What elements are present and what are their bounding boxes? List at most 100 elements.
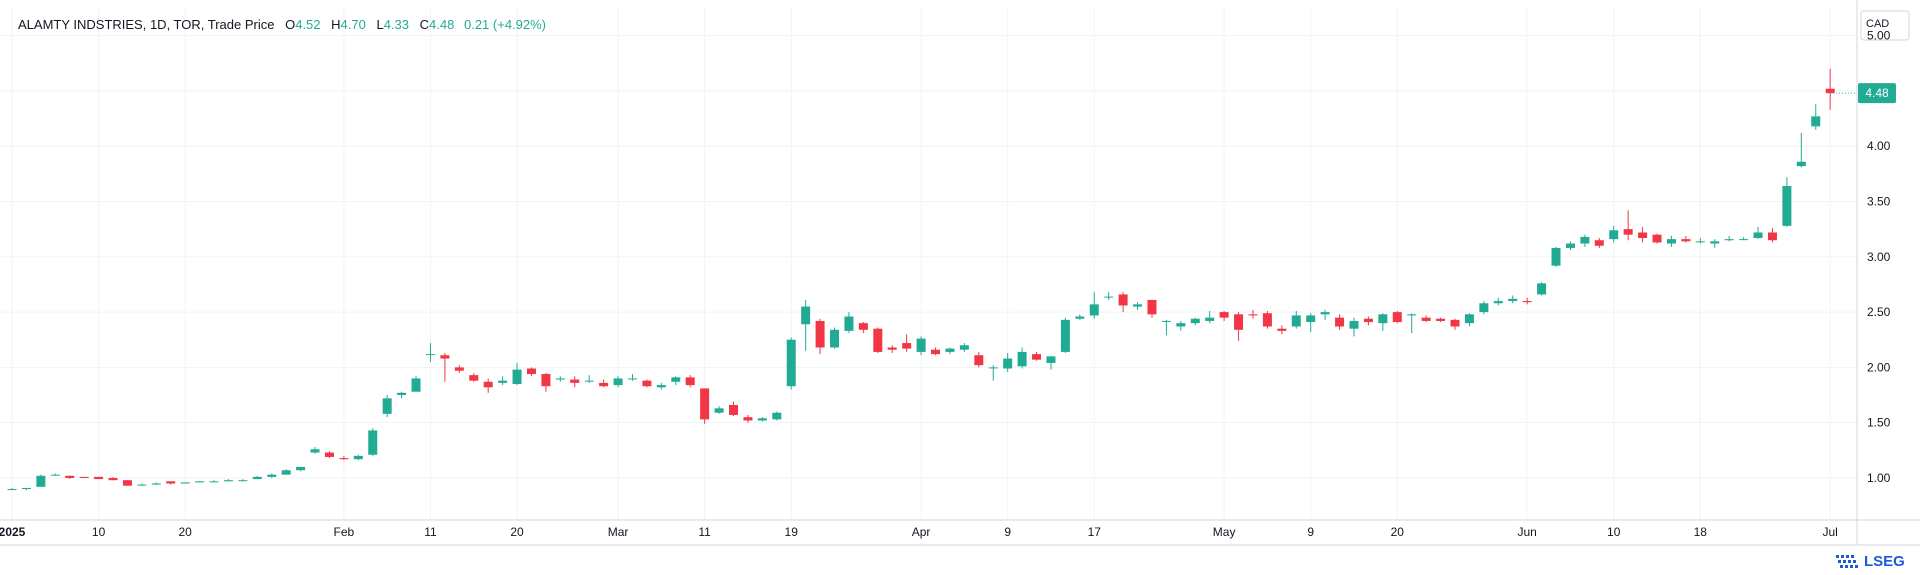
candle-body: [1710, 241, 1720, 244]
candle: [1089, 292, 1099, 319]
y-tick-label: 3.50: [1867, 195, 1891, 209]
candle: [1075, 314, 1085, 320]
candle-body: [815, 320, 825, 348]
candle-body: [137, 484, 147, 486]
candle: [526, 367, 536, 377]
candle: [1666, 235, 1676, 247]
candle: [945, 347, 955, 355]
candle-body: [700, 388, 710, 420]
candle: [1060, 317, 1070, 354]
candle-body: [627, 378, 637, 380]
candle-body: [1825, 88, 1835, 94]
candle: [887, 345, 897, 354]
candle: [743, 414, 753, 423]
candle: [1695, 238, 1705, 244]
candle-body: [1580, 236, 1590, 244]
candle-body: [209, 481, 219, 483]
x-tick-label: Jul: [1823, 525, 1838, 539]
candle: [21, 487, 31, 491]
candle-body: [440, 355, 450, 359]
candle: [916, 336, 926, 356]
candle-body: [425, 354, 435, 356]
y-tick-label: 2.00: [1867, 360, 1891, 374]
x-tick-label: Mar: [608, 525, 629, 539]
candle-body: [1695, 241, 1705, 243]
candle: [324, 451, 334, 459]
candle-body: [916, 338, 926, 352]
candle-body: [1811, 116, 1821, 127]
candle: [180, 482, 190, 484]
candle-body: [1118, 294, 1128, 306]
candle: [310, 447, 320, 454]
candle-body: [195, 481, 205, 483]
candle-series: [7, 68, 1835, 491]
candle-body: [1436, 318, 1446, 321]
candle-body: [108, 477, 118, 481]
candle-body: [1089, 304, 1099, 316]
candle-body: [1262, 313, 1272, 327]
candle: [988, 365, 998, 381]
candle: [1796, 132, 1806, 168]
brand-text: LSEG: [1864, 553, 1905, 570]
close-label: C: [419, 17, 430, 32]
candle: [195, 481, 205, 483]
x-tick-label: 2025: [0, 525, 26, 539]
candle-body: [541, 374, 551, 387]
candle: [1262, 310, 1272, 329]
candle-body: [1291, 315, 1301, 327]
x-tick-label: 10: [92, 525, 106, 539]
candle: [858, 322, 868, 334]
candle: [1320, 309, 1330, 320]
candle: [296, 466, 306, 472]
candle: [1205, 310, 1215, 324]
candle: [238, 479, 248, 482]
currency-label[interactable]: CAD: [1866, 18, 1890, 30]
candle-body: [1522, 301, 1532, 303]
candle-body: [858, 323, 868, 330]
candle: [267, 473, 277, 478]
candle-body: [1479, 303, 1489, 313]
candle-body: [902, 343, 912, 349]
candle: [873, 327, 883, 354]
candle: [613, 376, 623, 388]
candle: [36, 474, 46, 487]
candle-body: [1133, 304, 1143, 307]
candle-body: [7, 489, 17, 491]
candle-body: [931, 349, 941, 355]
candle: [584, 375, 594, 383]
candle: [541, 372, 551, 392]
candle: [1508, 295, 1518, 304]
candle: [931, 347, 941, 356]
candle: [685, 375, 695, 388]
candle: [151, 482, 161, 485]
candle: [1104, 292, 1114, 300]
x-tick-label: 19: [785, 525, 799, 539]
candle-body: [1551, 247, 1561, 266]
candle-body: [454, 367, 464, 371]
candle: [757, 417, 767, 422]
candle-body: [1032, 354, 1042, 360]
candle: [50, 473, 60, 476]
candle: [830, 327, 840, 349]
candle: [1234, 312, 1244, 341]
candle-body: [1161, 320, 1171, 322]
candle: [700, 388, 710, 424]
candle: [656, 382, 666, 390]
candle: [1652, 233, 1662, 244]
candle: [1378, 313, 1388, 331]
x-tick-label: May: [1213, 525, 1236, 539]
candle-body: [1277, 328, 1287, 331]
candle-body: [65, 475, 75, 478]
last-price-tag: [1858, 83, 1896, 104]
candle: [555, 376, 565, 382]
candle-body: [1450, 319, 1460, 327]
candle: [209, 480, 219, 483]
y-tick-label: 1.00: [1867, 471, 1891, 485]
candle-body: [382, 398, 392, 414]
candle-body: [844, 316, 854, 331]
candle-body: [151, 483, 161, 485]
candle-body: [1652, 234, 1662, 243]
candle-body: [656, 385, 666, 388]
candle: [1565, 241, 1575, 251]
